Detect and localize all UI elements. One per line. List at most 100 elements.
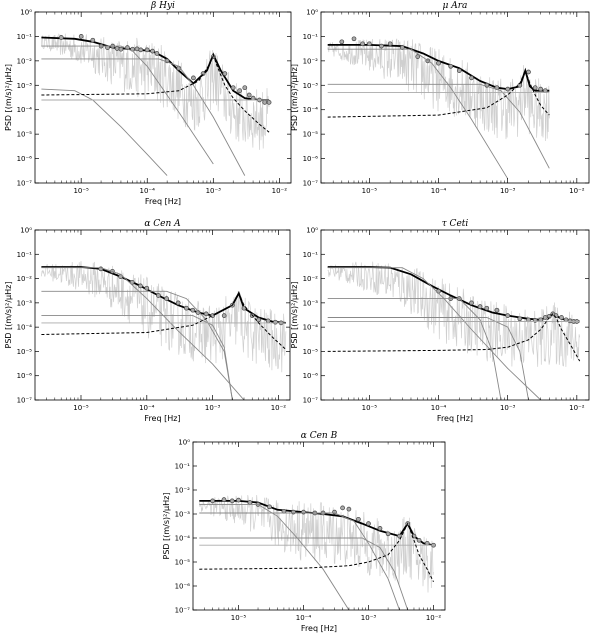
x-tick-label: 10⁻⁴: [431, 187, 447, 195]
y-tick-label: 10⁻²: [17, 57, 33, 65]
panel-title: τ Ceti: [442, 219, 469, 229]
binned-point: [542, 315, 548, 320]
y-tick-label: 10⁻³: [303, 82, 319, 90]
x-tick-label: 10⁻³: [500, 404, 516, 412]
y-tick-label: 10⁻⁵: [303, 131, 319, 139]
binned-point: [415, 54, 421, 59]
binned-point: [184, 305, 189, 311]
binned-point: [526, 69, 531, 75]
binned-point: [266, 100, 272, 105]
binned-point: [175, 300, 181, 306]
plot-area: [327, 36, 550, 179]
binned-point: [542, 88, 548, 94]
y-tick-label: 10⁻⁶: [303, 155, 319, 163]
x-tick-label: 10⁻⁵: [362, 187, 378, 195]
pmode-dashed-line: [199, 522, 434, 583]
binned-point: [301, 509, 306, 515]
binned-point: [273, 319, 278, 325]
binned-point: [346, 506, 352, 512]
component-line: [41, 315, 233, 400]
y-tick-label: 10⁻⁷: [17, 180, 33, 188]
axes-frame: [320, 11, 590, 184]
y-tick-label: 10⁻¹: [303, 251, 319, 259]
raw-periodogram: [41, 261, 287, 373]
x-axis-label: Freq [Hz]: [145, 197, 181, 206]
binned-point: [265, 318, 271, 324]
binned-point: [505, 313, 511, 318]
binned-point: [416, 537, 422, 543]
pmode-dashed-line: [327, 69, 550, 118]
binned-point: [291, 509, 296, 515]
binned-point: [477, 304, 483, 309]
x-tick-label: 10⁻²: [569, 187, 585, 195]
panel-2: 10⁻⁷ 10⁻⁶ 10⁻⁵ 10⁻⁴ 10⁻³ 10⁻² 10⁻¹ 10⁰ 10⁻⁵ 10⁻⁴ 1…: [290, 1, 590, 195]
component-line: [199, 537, 409, 610]
y-tick-label: 10⁰: [178, 439, 190, 447]
x-tick-label: 10⁻⁵: [73, 404, 89, 412]
y-axis-label: PSD [(m/s)²/μHz]: [162, 493, 171, 560]
binned-point: [229, 498, 235, 504]
y-tick-label: 10⁻²: [303, 275, 319, 283]
axes-frame: [320, 229, 590, 401]
panel-title: μ Ara: [443, 1, 468, 11]
y-tick-label: 10⁻²: [303, 57, 319, 65]
binned-point: [210, 498, 215, 504]
y-tick-label: 10⁻⁵: [17, 348, 33, 356]
component-line: [41, 58, 246, 176]
y-tick-label: 10⁻³: [175, 511, 191, 519]
x-tick-label: 10⁻⁵: [73, 187, 89, 195]
panel-title: β Hyi: [150, 1, 175, 11]
binned-point: [469, 300, 474, 306]
component-line: [327, 298, 502, 400]
y-tick-label: 10⁰: [306, 227, 318, 235]
binned-point: [469, 75, 474, 81]
y-tick-label: 10⁻⁷: [17, 397, 33, 405]
x-tick-label: 10⁻⁵: [362, 404, 378, 412]
binned-point: [221, 497, 227, 502]
binned-point: [397, 533, 402, 539]
binned-point: [156, 293, 161, 298]
component-line: [41, 290, 233, 400]
binned-point: [114, 46, 120, 51]
y-axis-label: PSD [(m/s)²/μHz]: [290, 64, 299, 131]
binned-point: [138, 47, 144, 53]
y-tick-label: 10⁻⁴: [303, 106, 319, 114]
y-tick-label: 10⁻³: [17, 299, 33, 307]
plot-area: [198, 494, 436, 610]
binned-point: [256, 317, 261, 323]
y-tick-label: 10⁻⁴: [303, 324, 319, 332]
binned-point: [267, 504, 272, 510]
binned-point: [237, 88, 242, 94]
y-tick-label: 10⁻⁴: [17, 106, 33, 114]
binned-point: [154, 51, 160, 56]
binned-point: [78, 34, 84, 39]
panel-1: 10⁻⁷ 10⁻⁶ 10⁻⁵ 10⁻⁴ 10⁻³ 10⁻² 10⁻¹ 10⁰ 10⁻⁵ 10⁻⁴ 1…: [4, 1, 292, 206]
binned-point: [236, 497, 241, 503]
x-tick-label: 10⁻²: [272, 187, 288, 195]
axes-frame: [34, 229, 291, 401]
binned-point: [356, 516, 361, 522]
x-tick-label: 10⁻³: [205, 404, 221, 412]
y-tick-label: 10⁻³: [17, 82, 33, 90]
x-tick-label: 10⁻³: [500, 187, 516, 195]
y-tick-label: 10⁻⁶: [17, 372, 33, 380]
binned-point: [366, 521, 371, 526]
binned-point: [505, 86, 511, 92]
y-tick-label: 10⁻¹: [175, 463, 191, 471]
x-tick-label: 10⁻²: [271, 404, 287, 412]
binned-point: [221, 313, 227, 318]
y-tick-label: 10⁰: [20, 9, 32, 17]
binned-point: [559, 315, 564, 320]
y-tick-label: 10⁻⁶: [175, 583, 191, 591]
pmode-dashed-line: [41, 53, 270, 133]
axes-frame: [34, 11, 292, 184]
binned-point: [144, 285, 150, 291]
x-tick-label: 10⁻⁴: [140, 187, 156, 195]
pmode-dashed-line: [41, 292, 287, 350]
binned-point: [538, 86, 544, 92]
x-tick-label: 10⁻⁵: [231, 614, 247, 622]
y-tick-label: 10⁻²: [175, 487, 191, 495]
binned-point: [203, 311, 209, 317]
binned-point: [424, 540, 430, 546]
